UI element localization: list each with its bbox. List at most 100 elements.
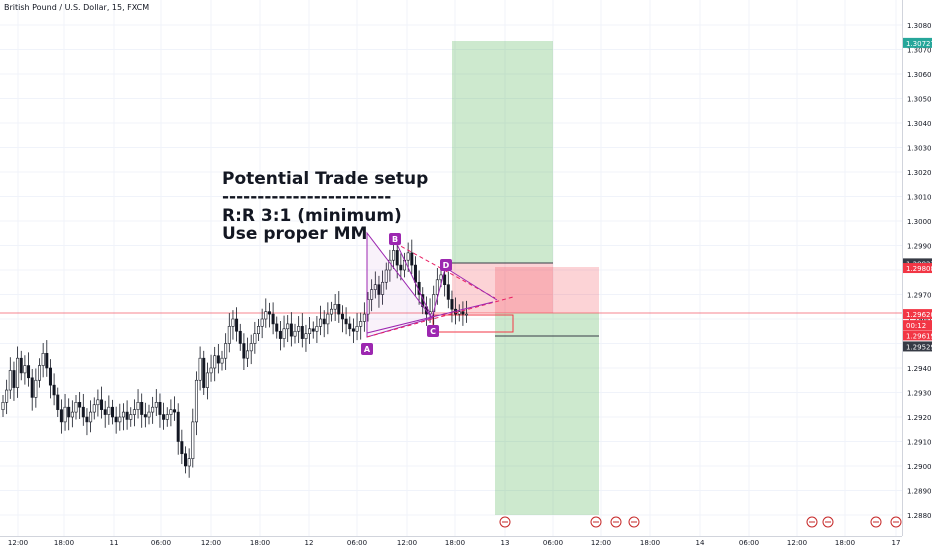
- long-profit-zone[interactable]: [452, 41, 553, 263]
- x-tick-label: 06:00: [739, 539, 759, 547]
- pattern-point-badge: [389, 233, 401, 245]
- candle-body: [176, 411, 180, 442]
- candle-body: [395, 250, 399, 266]
- candle-body: [300, 326, 304, 339]
- candle-body: [351, 328, 355, 332]
- candle-body: [103, 409, 107, 415]
- price-label-tag: [903, 330, 932, 341]
- x-tick-label: 18:00: [835, 539, 855, 547]
- short-stop-zone[interactable]: [495, 267, 599, 313]
- x-tick-label: 12:00: [787, 539, 807, 547]
- candle-body: [41, 352, 45, 366]
- candle-body: [220, 357, 224, 364]
- pattern-point-badge: [427, 325, 439, 337]
- candle-body: [111, 406, 115, 418]
- price-label-text: 1.29619: [906, 332, 932, 340]
- candle-body: [242, 343, 246, 359]
- pattern-point-badge: [361, 343, 373, 355]
- candle-body: [184, 453, 188, 467]
- candle-body: [162, 414, 166, 420]
- candle-body: [235, 318, 239, 332]
- candle-body: [373, 284, 377, 290]
- x-tick-label: 12: [305, 539, 314, 547]
- candle-body: [165, 414, 169, 420]
- candle-body: [70, 411, 74, 418]
- candle-body: [158, 401, 162, 415]
- pattern-point-badge: [440, 259, 452, 271]
- candle-body: [231, 318, 235, 327]
- candle-body: [348, 323, 352, 330]
- candle-body: [297, 326, 301, 332]
- candle-body: [132, 409, 136, 415]
- candle-body: [267, 311, 271, 315]
- candle-body: [362, 313, 366, 322]
- x-tick-label: 12:00: [397, 539, 417, 547]
- candle-body: [213, 355, 217, 369]
- x-tick-label: 06:00: [347, 539, 367, 547]
- candle-body: [52, 384, 56, 396]
- candle-body: [340, 313, 344, 320]
- candle-body: [202, 357, 206, 388]
- y-tick-label: 1.30300: [907, 145, 932, 153]
- candle-body: [136, 401, 140, 410]
- candle-body: [260, 318, 264, 327]
- time-axis[interactable]: 12:00 18:00 11 06:00 12:00 18:00 12 06:00 12:00 1…: [8, 539, 901, 547]
- pattern-labels: A B C D: [361, 233, 452, 355]
- candle-body: [435, 279, 439, 295]
- long-stop-zone[interactable]: [452, 263, 553, 313]
- candle-body: [198, 357, 202, 381]
- x-tick-label: 12:00: [591, 539, 611, 547]
- candle-body: [326, 313, 330, 325]
- candle-body: [246, 350, 250, 359]
- candle-body: [30, 377, 34, 398]
- candle-body: [271, 313, 275, 325]
- candle-body: [121, 411, 125, 418]
- order-box[interactable]: [432, 314, 514, 333]
- y-tick-label: 1.30800: [907, 22, 932, 30]
- y-tick-label: 1.29000: [907, 463, 932, 471]
- candle-body: [5, 389, 9, 403]
- candle-body: [194, 379, 198, 423]
- triangle-line-lower: [366, 301, 494, 334]
- price-label-tag: [903, 341, 932, 352]
- candle-body: [59, 409, 63, 423]
- y-tick-label: 1.30700: [907, 47, 932, 55]
- chart-title: British Pound / U.S. Dollar, 15, FXCM: [4, 3, 150, 12]
- annotation-line-2: ------------------------: [222, 187, 392, 207]
- candle-body: [154, 401, 158, 408]
- candle-body: [293, 330, 297, 337]
- candle-body: [209, 367, 213, 374]
- annotation-line-1: Potential Trade setup: [222, 169, 429, 189]
- candle-body: [249, 343, 253, 352]
- candle-body: [337, 303, 341, 315]
- x-tick-label: 14: [696, 539, 705, 547]
- candle-body: [304, 333, 308, 339]
- candle-body: [118, 416, 122, 423]
- candle-body: [19, 357, 23, 374]
- position-zones: [432, 41, 599, 515]
- candle-body: [446, 284, 450, 300]
- price-label-text: 1.30727: [906, 40, 932, 48]
- candle-body: [256, 326, 260, 335]
- candle-body: [461, 311, 465, 315]
- price-axis[interactable]: 1.30800 1.30700 1.30600 1.30500 1.30400 1.303…: [907, 22, 932, 520]
- price-label-text: 00:12: [906, 322, 926, 330]
- candle-body: [173, 409, 177, 413]
- candle-body: [399, 264, 403, 271]
- candle-body: [439, 274, 443, 281]
- candle-body: [216, 355, 220, 364]
- x-tick-label: 06:00: [543, 539, 563, 547]
- candle-body: [12, 370, 16, 388]
- candle-body: [333, 303, 337, 310]
- x-tick-label: 18:00: [445, 539, 465, 547]
- y-tick-label: 1.30500: [907, 96, 932, 104]
- candle-body: [74, 401, 78, 413]
- candle-body: [410, 252, 414, 266]
- y-tick-label: 1.30400: [907, 120, 932, 128]
- candle-body: [140, 401, 144, 415]
- candle-body: [191, 421, 195, 459]
- short-profit-zone[interactable]: [495, 313, 599, 515]
- economic-events[interactable]: [499, 516, 902, 528]
